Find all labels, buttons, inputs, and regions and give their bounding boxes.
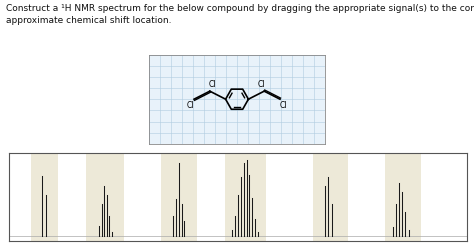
Bar — [30, 153, 58, 241]
Text: approximate chemical shift location.: approximate chemical shift location. — [6, 16, 171, 25]
Text: Cl: Cl — [187, 101, 194, 110]
Text: Construct a ¹H NMR spectrum for the below compound by dragging the appropriate s: Construct a ¹H NMR spectrum for the belo… — [6, 4, 474, 13]
Bar — [225, 153, 266, 241]
Text: Cl: Cl — [209, 80, 216, 90]
Bar — [86, 153, 124, 241]
Text: Cl: Cl — [280, 101, 287, 110]
Bar — [313, 153, 348, 241]
Text: Cl: Cl — [258, 80, 265, 90]
Bar — [385, 153, 421, 241]
Bar — [161, 153, 197, 241]
